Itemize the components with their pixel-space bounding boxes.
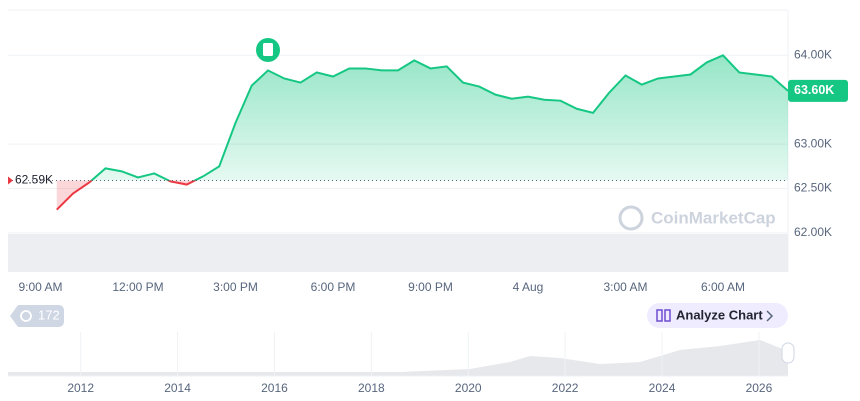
line-up bbox=[89, 54, 789, 181]
navigator-tick-label: 2014 bbox=[164, 381, 191, 395]
watermark-text: CoinMarketCap bbox=[651, 208, 776, 227]
x-tick-label: 6:00 AM bbox=[701, 280, 745, 294]
reference-label: 62.59K bbox=[15, 173, 53, 187]
navigator-tick-label: 2024 bbox=[649, 381, 676, 395]
navigator-tick-label: 2020 bbox=[455, 381, 482, 395]
navigator bbox=[8, 332, 795, 377]
navigator-tick-label: 2018 bbox=[358, 381, 385, 395]
navigator-tick-label: 2026 bbox=[746, 381, 773, 395]
price-tag bbox=[788, 79, 848, 102]
y-tick-label: 64.00K bbox=[794, 47, 832, 61]
line-down bbox=[56, 180, 198, 211]
reference-marker bbox=[8, 176, 13, 185]
x-tick-label: 3:00 PM bbox=[213, 280, 258, 294]
navigator-tick-label: 2022 bbox=[552, 381, 579, 395]
y-tick-label: 63.00K bbox=[794, 136, 832, 150]
x-tick-label: 9:00 AM bbox=[18, 280, 62, 294]
x-tick-label: 3:00 AM bbox=[603, 280, 647, 294]
y-tick-label: 62.00K bbox=[794, 225, 832, 239]
watermark: CoinMarketCap bbox=[618, 205, 776, 231]
x-tick-label: 4 Aug bbox=[513, 280, 544, 294]
area-up bbox=[56, 55, 788, 181]
x-tick-label: 6:00 PM bbox=[311, 280, 356, 294]
button-label: Analyze Chart bbox=[676, 307, 763, 322]
analyze-button[interactable]: Analyze Chart bbox=[647, 303, 788, 328]
price-tag-label: 63.60K bbox=[794, 83, 834, 97]
y-tick-label: 62.50K bbox=[794, 181, 832, 195]
volume-band bbox=[8, 234, 788, 272]
area-down bbox=[56, 180, 195, 210]
navigator-tick-label: 2016 bbox=[261, 381, 288, 395]
x-tick-label: 12:00 PM bbox=[112, 280, 163, 294]
navigator-area bbox=[8, 340, 788, 376]
x-tick-label: 9:00 PM bbox=[408, 280, 453, 294]
news-icon bbox=[263, 43, 273, 56]
navigator-handle[interactable] bbox=[781, 342, 795, 364]
badge[interactable]: 172 bbox=[10, 305, 64, 327]
badge-count: 172 bbox=[38, 307, 60, 322]
navigator-tick-label: 2012 bbox=[67, 381, 94, 395]
